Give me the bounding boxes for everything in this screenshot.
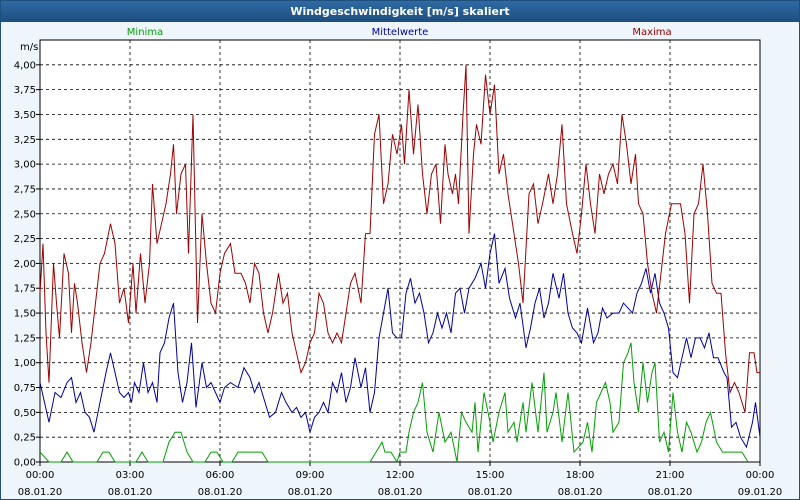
- legend-minima: Minima: [127, 27, 163, 38]
- y-tick-label: 0,75: [14, 383, 36, 394]
- x-tick-date: 08.01.20: [108, 487, 153, 498]
- y-tick-label: 0,25: [14, 433, 36, 444]
- x-tick-time: 06:00: [206, 470, 235, 481]
- x-tick-date: 08.01.20: [558, 487, 603, 498]
- series-line-minima: [39, 342, 749, 464]
- x-tick-date: 08.01.20: [378, 487, 423, 498]
- y-tick-label: 3,50: [14, 110, 36, 121]
- y-tick-label: 3,75: [14, 85, 36, 96]
- y-tick-label: 0,50: [14, 408, 36, 419]
- series-line-maxima: [39, 64, 760, 413]
- y-tick-label: 1,25: [14, 333, 36, 344]
- x-tick-date: 09.01.20: [738, 487, 783, 498]
- x-tick-date: 08.01.20: [288, 487, 333, 498]
- x-tick-time: 18:00: [566, 470, 595, 481]
- y-tick-label: 2,25: [14, 234, 36, 245]
- x-tick-time: 03:00: [116, 470, 145, 481]
- window-title: Windgeschwindigkeit [m/s] skaliert: [1, 1, 799, 22]
- y-tick-label: 1,50: [14, 309, 36, 320]
- y-axis: 0,00 0,25 0,50 0,75 1,00 1,25 1,50 1,75 2,00 2,25…: [14, 60, 40, 469]
- y-tick-label: 2,75: [14, 184, 36, 195]
- x-tick-date: 08.01.20: [198, 487, 243, 498]
- y-tick-label: 3,25: [14, 135, 36, 146]
- x-tick-time: 12:00: [386, 470, 415, 481]
- y-tick-label: 0,00: [14, 458, 36, 469]
- x-tick-time: 15:00: [476, 470, 505, 481]
- y-tick-label: 1,00: [14, 358, 36, 369]
- legend-mittelwerte: Mittelwerte: [372, 27, 429, 38]
- x-tick-date: 08.01.20: [18, 487, 63, 498]
- y-tick-label: 3,00: [14, 160, 36, 171]
- legend: Minima Mittelwerte Maxima: [127, 27, 672, 38]
- y-tick-label: 2,00: [14, 259, 36, 270]
- x-tick-time: 21:00: [656, 470, 685, 481]
- legend-maxima: Maxima: [632, 27, 671, 38]
- y-tick-label: 4,00: [14, 60, 36, 71]
- series-line-mittelwerte: [39, 233, 761, 449]
- series-lines: [39, 64, 761, 464]
- y-tick-label: 1,75: [14, 284, 36, 295]
- x-tick-time: 00:00: [26, 470, 55, 481]
- x-axis: 00:00 08.01.20 03:00 08.01.20 06:00 08.01.20 0…: [18, 462, 783, 498]
- x-tick-time: 09:00: [296, 470, 325, 481]
- x-tick-time: 00:00: [746, 470, 775, 481]
- x-tick-date: 08.01.20: [648, 487, 693, 498]
- y-tick-label: 2,50: [14, 209, 36, 220]
- x-tick-date: 08.01.20: [468, 487, 513, 498]
- y-axis-unit: m/s: [20, 42, 38, 53]
